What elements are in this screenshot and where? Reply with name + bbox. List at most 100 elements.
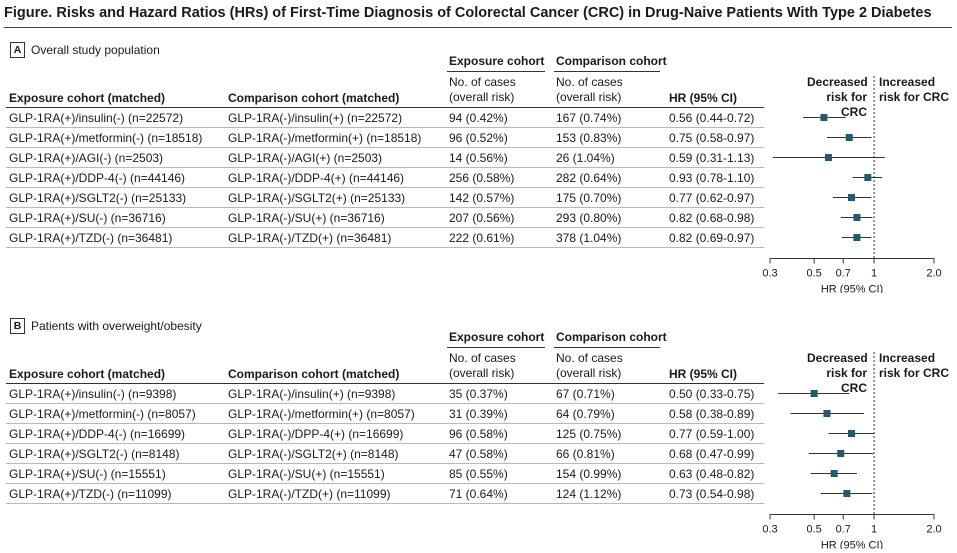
exposure-cases-cell: 14 (0.56%) bbox=[449, 151, 508, 165]
row-divider bbox=[6, 147, 764, 148]
exposure-cohort-header: Exposure cohort bbox=[449, 330, 545, 344]
hr-marker bbox=[853, 234, 861, 241]
exposure-cases-cell: 96 (0.52%) bbox=[449, 131, 508, 145]
comparison-cases-cell: 153 (0.83%) bbox=[556, 131, 622, 145]
header-line: (overall risk) bbox=[556, 366, 622, 380]
exposure-cell: GLP-1RA(+)/SGLT2(-) (n=8148) bbox=[9, 447, 180, 461]
comparison-cell: GLP-1RA(-)/insulin(+) (n=22572) bbox=[228, 111, 403, 125]
table-row: GLP-1RA(+)/SGLT2(-) (n=25133) GLP-1RA(-)… bbox=[0, 188, 957, 208]
hr-cell: 0.77 (0.59-1.00) bbox=[669, 427, 755, 441]
exposure-cell: GLP-1RA(+)/AGI(-) (n=2503) bbox=[9, 151, 164, 165]
header-rule bbox=[447, 71, 545, 72]
exposure-cell: GLP-1RA(+)/SU(-) (n=36716) bbox=[9, 211, 166, 225]
table-row: GLP-1RA(+)/SU(-) (n=36716) GLP-1RA(-)/SU… bbox=[0, 208, 957, 228]
header-line: (overall risk) bbox=[449, 90, 515, 104]
hr-marker bbox=[845, 134, 853, 141]
table-row: GLP-1RA(+)/metformin(-) (n=8057) GLP-1RA… bbox=[0, 404, 957, 424]
comparison-cell: GLP-1RA(-)/TZD(+) (n=11099) bbox=[228, 487, 391, 501]
exposure-cell: GLP-1RA(+)/insulin(-) (n=9398) bbox=[9, 387, 177, 401]
hr-cell: 0.82 (0.68-0.98) bbox=[669, 211, 755, 225]
row-divider bbox=[6, 207, 764, 208]
panel-letter: A bbox=[10, 42, 25, 58]
table-row: GLP-1RA(+)/TZD(-) (n=36481) GLP-1RA(-)/T… bbox=[0, 228, 957, 248]
x-axis-label: HR (95% CI) bbox=[821, 284, 883, 294]
panel-a-label: A Overall study population bbox=[10, 42, 160, 58]
header-line: No. of cases bbox=[449, 351, 516, 365]
comparison-cases-cell: 175 (0.70%) bbox=[556, 191, 622, 205]
table-row: GLP-1RA(+)/insulin(-) (n=9398) GLP-1RA(-… bbox=[0, 384, 957, 404]
comparison-cell: GLP-1RA(-)/SGLT2(+) (n=25133) bbox=[228, 191, 406, 205]
header-line: risk for CRC bbox=[826, 366, 867, 395]
comparison-cases-cell: 66 (0.81%) bbox=[556, 447, 615, 461]
exposure-cohort-header: Exposure cohort bbox=[449, 54, 545, 68]
comparison-cell: GLP-1RA(-)/DPP-4(+) (n=16699) bbox=[228, 427, 404, 441]
header-line: Increased bbox=[879, 75, 936, 89]
table-row: GLP-1RA(+)/DDP-4(-) (n=44146) GLP-1RA(-)… bbox=[0, 168, 957, 188]
exposure-cell: GLP-1RA(+)/TZD(-) (n=36481) bbox=[9, 231, 173, 245]
comparison-cell: GLP-1RA(-)/SGLT2(+) (n=8148) bbox=[228, 447, 399, 461]
header-line: No. of cases bbox=[556, 75, 623, 89]
panel-letter: B bbox=[10, 318, 25, 334]
row-divider bbox=[6, 167, 764, 168]
comparison-cases-cell: 154 (0.99%) bbox=[556, 467, 622, 481]
header-line: (overall risk) bbox=[556, 90, 622, 104]
exposure-cases-cell: 96 (0.58%) bbox=[449, 427, 508, 441]
exposure-cases-cell: 256 (0.58%) bbox=[449, 171, 515, 185]
table-row: GLP-1RA(+)/AGI(-) (n=2503) GLP-1RA(-)/AG… bbox=[0, 148, 957, 168]
hr-cell: 0.58 (0.38-0.89) bbox=[669, 407, 755, 421]
row-divider bbox=[6, 443, 764, 444]
comparison-cases-cell: 282 (0.64%) bbox=[556, 171, 622, 185]
comparison-cell: GLP-1RA(-)/metformin(+) (n=8057) bbox=[228, 407, 415, 421]
increased-label: Increased risk for CRC bbox=[879, 75, 949, 105]
header-rule bbox=[554, 71, 660, 72]
exposure-cases-cell: 71 (0.64%) bbox=[449, 487, 508, 501]
forest-plot-a: 0.3 0.5 0.7 1 2.0 HR (95% CI) bbox=[762, 76, 942, 294]
table-row: GLP-1RA(+)/TZD(-) (n=11099) GLP-1RA(-)/T… bbox=[0, 484, 957, 504]
row-divider bbox=[6, 227, 764, 228]
exposure-cases-cell: 142 (0.57%) bbox=[449, 191, 515, 205]
x-tick-label: 0.7 bbox=[836, 268, 851, 280]
hr-marker bbox=[830, 470, 838, 477]
hr-marker bbox=[820, 114, 828, 121]
exposure-cases-header: No. of cases (overall risk) bbox=[449, 351, 516, 381]
header-line: No. of cases bbox=[556, 351, 623, 365]
exposure-cases-cell: 207 (0.56%) bbox=[449, 211, 515, 225]
exposure-matched-header: Exposure cohort (matched) bbox=[9, 91, 166, 105]
hr-marker bbox=[847, 194, 855, 201]
exposure-cases-cell: 85 (0.55%) bbox=[449, 467, 508, 481]
row-divider bbox=[6, 463, 764, 464]
comparison-cases-header: No. of cases (overall risk) bbox=[556, 75, 623, 105]
hr-marker bbox=[823, 410, 831, 417]
exposure-cases-header: No. of cases (overall risk) bbox=[449, 75, 516, 105]
exposure-cases-cell: 31 (0.39%) bbox=[449, 407, 508, 421]
hr-header: HR (95% CI) bbox=[669, 367, 738, 381]
comparison-cell: GLP-1RA(-)/SU(+) (n=36716) bbox=[228, 211, 385, 225]
hr-cell: 0.59 (0.31-1.13) bbox=[669, 151, 755, 165]
comparison-cases-cell: 378 (1.04%) bbox=[556, 231, 622, 245]
header-line: risk for CRC bbox=[879, 90, 950, 104]
increased-label: Increased risk for CRC bbox=[879, 351, 949, 381]
header-line: (overall risk) bbox=[449, 366, 515, 380]
exposure-cases-cell: 35 (0.37%) bbox=[449, 387, 508, 401]
row-divider bbox=[6, 483, 764, 484]
table-row: GLP-1RA(+)/SGLT2(-) (n=8148) GLP-1RA(-)/… bbox=[0, 444, 957, 464]
hr-cell: 0.93 (0.78-1.10) bbox=[669, 171, 755, 185]
header-line: No. of cases bbox=[449, 75, 516, 89]
hr-marker bbox=[853, 214, 861, 221]
table-header-rule bbox=[6, 107, 764, 108]
comparison-cell: GLP-1RA(-)/DDP-4(+) (n=44146) bbox=[228, 171, 405, 185]
table-row: GLP-1RA(+)/SU(-) (n=15551) GLP-1RA(-)/SU… bbox=[0, 464, 957, 484]
header-line: Increased bbox=[879, 351, 936, 365]
comparison-cases-header: No. of cases (overall risk) bbox=[556, 351, 623, 381]
hr-cell: 0.77 (0.62-0.97) bbox=[669, 191, 755, 205]
forest-plot-b: 0.3 0.5 0.7 1 2.0 HR (95% CI) bbox=[762, 352, 942, 549]
decreased-label: Decreased risk for CRC bbox=[807, 351, 868, 396]
hr-cell: 0.56 (0.44-0.72) bbox=[669, 111, 755, 125]
exposure-cell: GLP-1RA(+)/DDP-4(-) (n=16699) bbox=[9, 427, 186, 441]
x-tick-label: 2.0 bbox=[926, 524, 941, 536]
row-divider bbox=[6, 403, 764, 404]
hr-marker bbox=[837, 450, 845, 457]
row-divider bbox=[6, 187, 764, 188]
exposure-cases-cell: 94 (0.42%) bbox=[449, 111, 508, 125]
hr-cell: 0.63 (0.48-0.82) bbox=[669, 467, 755, 481]
